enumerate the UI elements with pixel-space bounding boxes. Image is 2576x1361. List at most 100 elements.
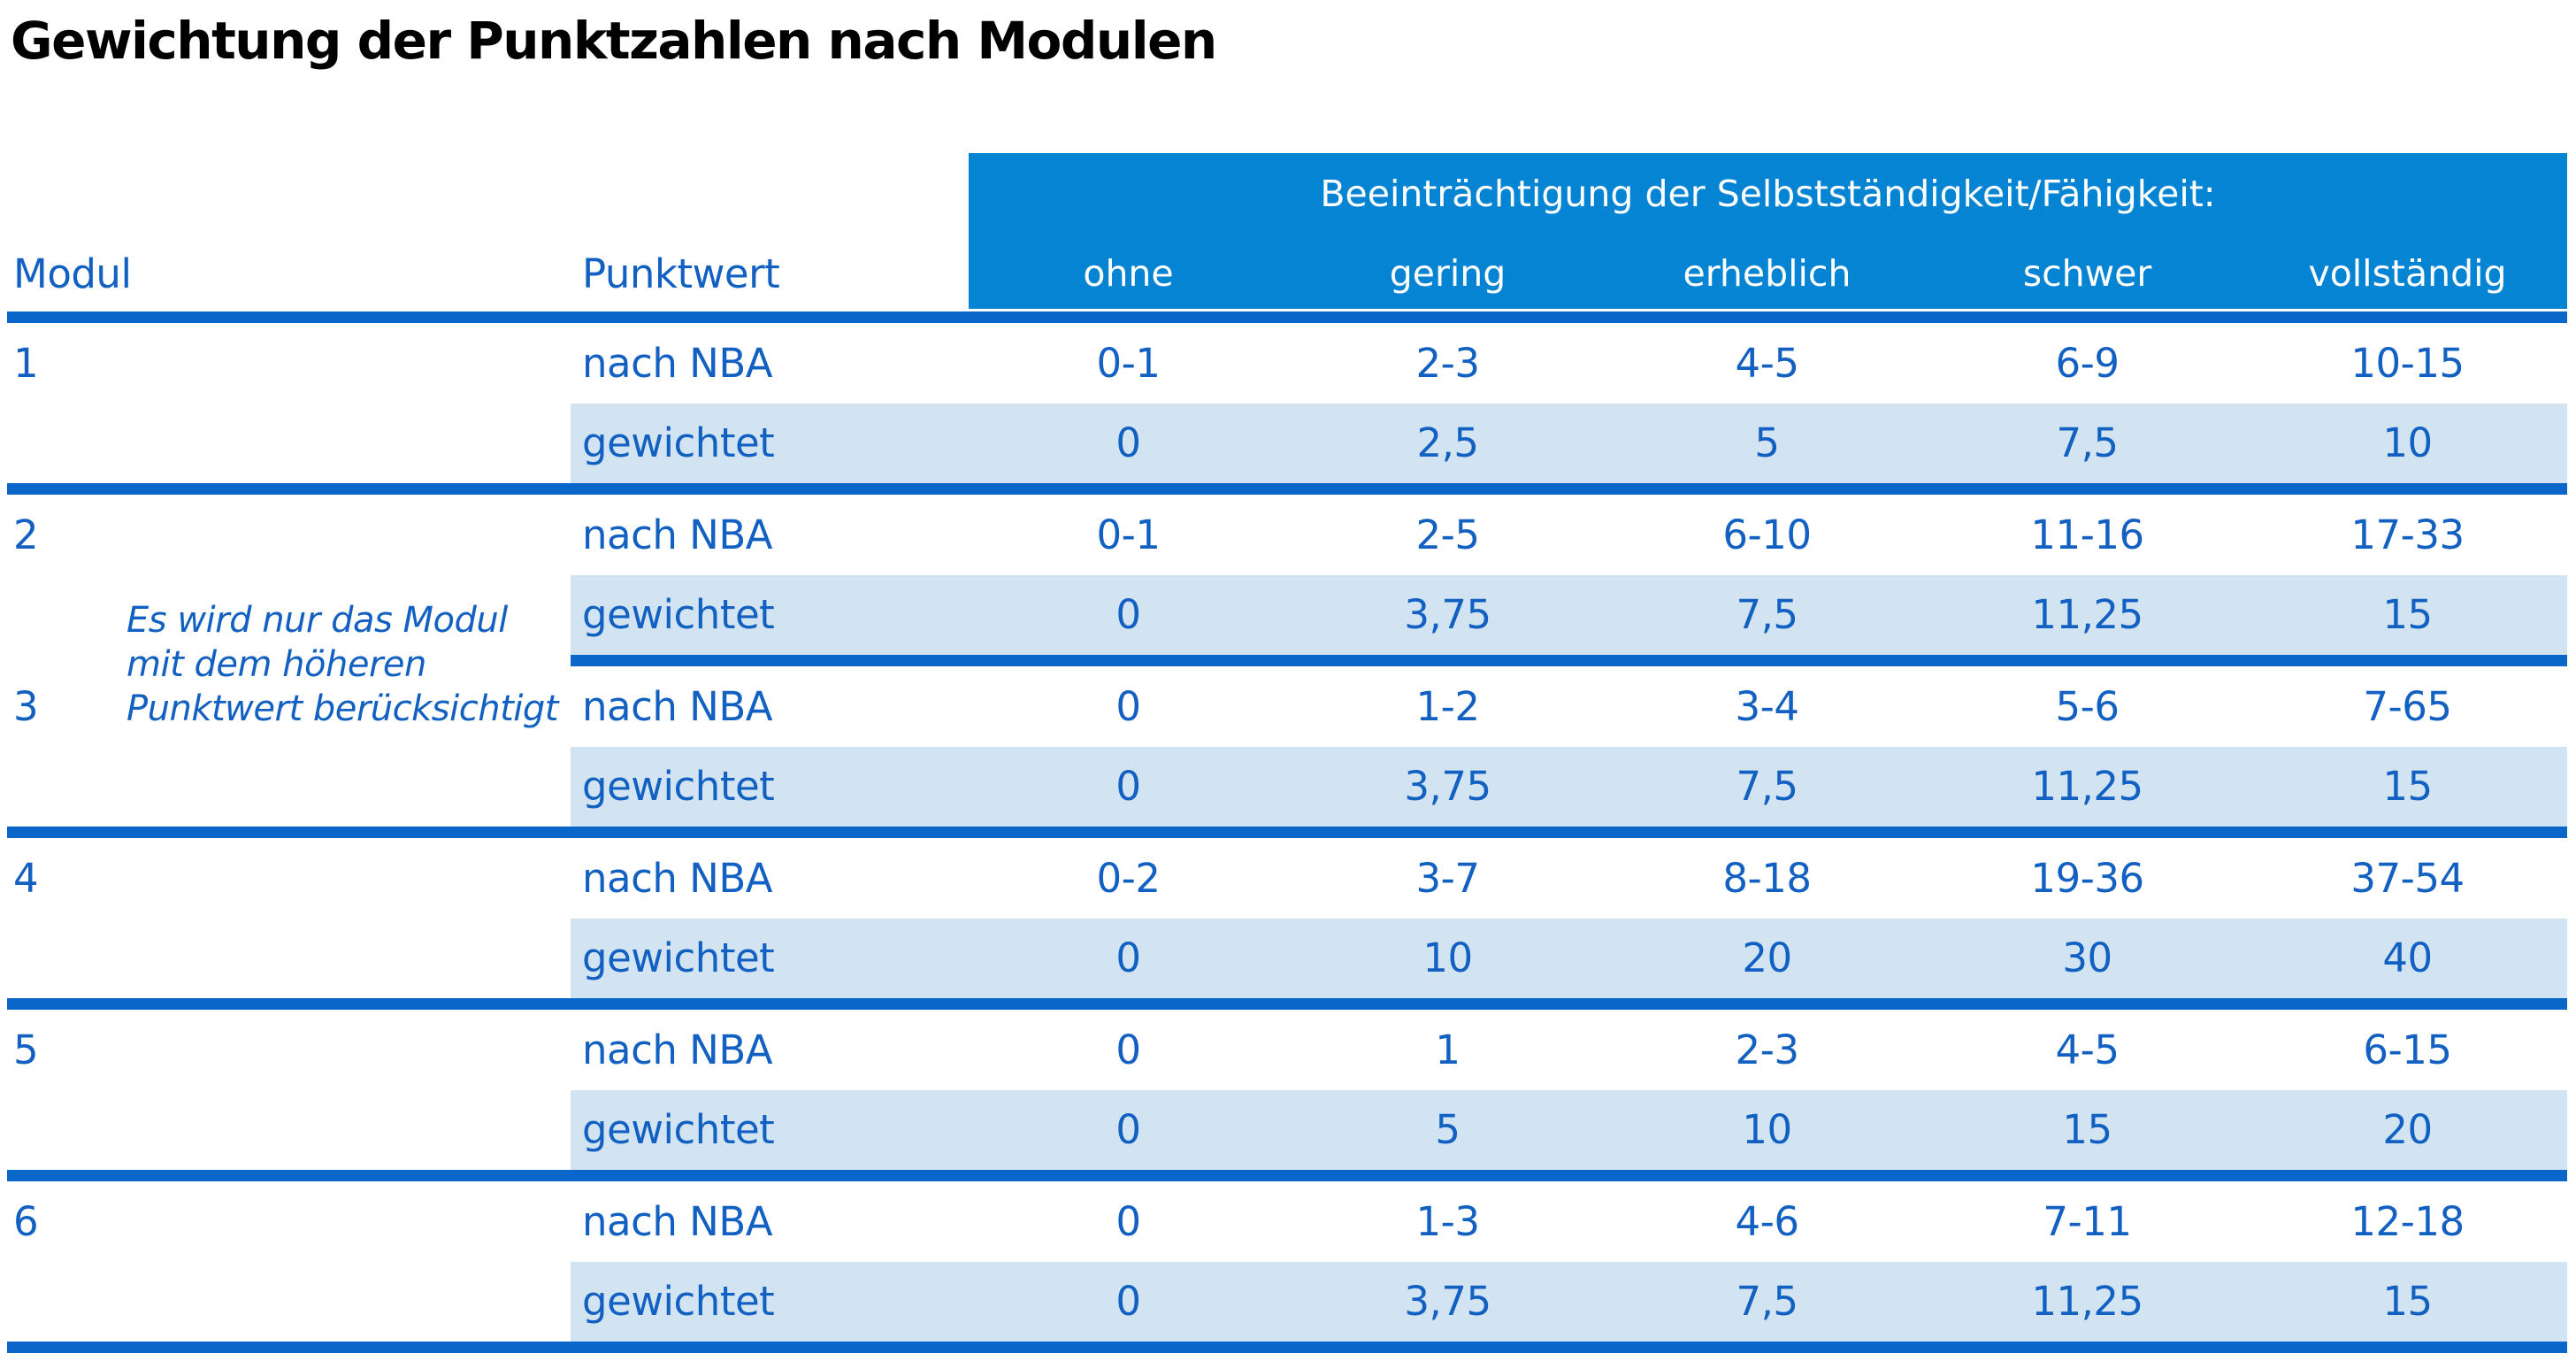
value-cell: 11,25 <box>2031 1278 2143 1325</box>
value-cell: 6-10 <box>1722 511 1812 558</box>
module-number: 3 <box>13 683 39 730</box>
col-header-vollstaendig: vollständig <box>2308 252 2507 295</box>
table-row-module4-weighted: gewichtet 0 10 20 30 40 <box>0 919 2576 998</box>
module-divider-line-partial <box>571 655 2567 666</box>
row-label: nach NBA <box>582 855 772 902</box>
value-cell: 2-3 <box>1735 1027 1800 1073</box>
value-cell: 1-2 <box>1415 683 1481 730</box>
value-cell: 30 <box>2062 934 2112 981</box>
row-label: nach NBA <box>582 340 772 387</box>
value-cell: 0-2 <box>1096 855 1162 902</box>
header-divider-line <box>7 311 2567 323</box>
value-cell: 5-6 <box>2055 683 2120 730</box>
value-cell: 2,5 <box>1416 419 1479 466</box>
table-row-module5-nba: 5 nach NBA 0 1 2-3 4-5 6-15 <box>0 1011 2576 1090</box>
table-row-module1-nba: 1 nach NBA 0-1 2-3 4-5 6-9 10-15 <box>0 324 2576 404</box>
module-number: 6 <box>13 1198 39 1245</box>
col-header-schwer: schwer <box>2022 252 2152 295</box>
value-cell: 10 <box>1422 934 1473 981</box>
row-label: nach NBA <box>582 1198 772 1245</box>
higher-module-note: Es wird nur das Modul mit dem höheren Pu… <box>126 598 622 731</box>
module-divider-line <box>7 483 2567 495</box>
col-header-erheblich: erheblich <box>1683 252 1852 295</box>
value-cell: 10 <box>1742 1106 1792 1153</box>
value-cell: 3,75 <box>1404 1278 1491 1325</box>
table-row-module3-weighted: gewichtet 0 3,75 7,5 11,25 15 <box>0 747 2576 827</box>
module-number: 5 <box>13 1027 39 1073</box>
value-cell: 7-11 <box>2043 1198 2132 1245</box>
module-number: 4 <box>13 855 39 902</box>
value-cell: 7-65 <box>2363 683 2452 730</box>
value-cell: 4-5 <box>2055 1027 2120 1073</box>
row-label: nach NBA <box>582 1027 772 1073</box>
value-cell: 19-36 <box>2030 855 2144 902</box>
note-line: Punktwert berücksichtigt <box>126 688 558 729</box>
note-line: Es wird nur das Modul <box>126 600 508 641</box>
module-divider-line <box>7 998 2567 1010</box>
col-header-gering: gering <box>1389 252 1506 295</box>
value-cell: 5 <box>1754 419 1780 466</box>
value-cell: 15 <box>2062 1106 2112 1153</box>
value-cell: 10 <box>2382 419 2433 466</box>
value-cell: 3-4 <box>1735 683 1800 730</box>
severity-header-block: Beeinträchtigung der Selbstständigkeit/F… <box>969 153 2567 309</box>
table-row-module2-nba: 2 nach NBA 0-1 2-5 6-10 11-16 17-33 <box>0 496 2576 575</box>
table-row-module1-weighted: gewichtet 0 2,5 5 7,5 10 <box>0 404 2576 483</box>
value-cell: 11,25 <box>2031 591 2143 638</box>
value-cell: 0 <box>1116 1278 1141 1325</box>
table-bottom-line <box>7 1342 2567 1353</box>
value-cell: 0 <box>1116 763 1141 810</box>
row-label: gewichtet <box>582 763 775 810</box>
value-cell: 2-3 <box>1415 340 1481 387</box>
value-cell: 0-1 <box>1096 511 1162 558</box>
value-cell: 15 <box>2382 591 2433 638</box>
value-cell: 4-5 <box>1735 340 1800 387</box>
value-cell: 20 <box>1742 934 1792 981</box>
value-cell: 3-7 <box>1415 855 1481 902</box>
value-cell: 0-1 <box>1096 340 1162 387</box>
module-number: 1 <box>13 340 39 387</box>
value-cell: 11,25 <box>2031 763 2143 810</box>
value-cell: 1-3 <box>1415 1198 1481 1245</box>
value-cell: 0 <box>1116 1027 1141 1073</box>
value-cell: 0 <box>1116 934 1141 981</box>
value-cell: 6-15 <box>2363 1027 2452 1073</box>
page-title: Gewichtung der Punktzahlen nach Modulen <box>11 11 1217 71</box>
row-label: gewichtet <box>582 591 775 638</box>
value-cell: 40 <box>2382 934 2433 981</box>
table-row-module5-weighted: gewichtet 0 5 10 15 20 <box>0 1090 2576 1170</box>
row-label: gewichtet <box>582 1278 775 1325</box>
table-row-module2-weighted: gewichtet 0 3,75 7,5 11,25 15 <box>0 575 2576 655</box>
row-label: nach NBA <box>582 683 772 730</box>
module-divider-line <box>7 1170 2567 1181</box>
row-label: gewichtet <box>582 934 775 981</box>
value-cell: 0 <box>1116 1198 1141 1245</box>
value-cell: 5 <box>1435 1106 1460 1153</box>
value-cell: 0 <box>1116 591 1141 638</box>
value-cell: 4-6 <box>1735 1198 1800 1245</box>
value-cell: 11-16 <box>2030 511 2144 558</box>
value-cell: 2-5 <box>1415 511 1481 558</box>
note-line: mit dem höheren <box>126 644 426 685</box>
value-cell: 0 <box>1116 683 1141 730</box>
value-cell: 8-18 <box>1722 855 1812 902</box>
col-header-punktwert: Punktwert <box>582 250 780 297</box>
value-cell: 12-18 <box>2350 1198 2465 1245</box>
value-cell: 1 <box>1435 1027 1460 1073</box>
value-cell: 20 <box>2382 1106 2433 1153</box>
table-row-module6-weighted: gewichtet 0 3,75 7,5 11,25 15 <box>0 1262 2576 1342</box>
value-cell: 15 <box>2382 1278 2433 1325</box>
value-cell: 3,75 <box>1404 763 1491 810</box>
value-cell: 6-9 <box>2055 340 2120 387</box>
value-cell: 7,5 <box>1736 591 1798 638</box>
value-cell: 15 <box>2382 763 2433 810</box>
col-header-ohne: ohne <box>1083 252 1174 295</box>
module-divider-line <box>7 827 2567 838</box>
value-cell: 0 <box>1116 1106 1141 1153</box>
table-row-module6-nba: 6 nach NBA 0 1-3 4-6 7-11 12-18 <box>0 1182 2576 1262</box>
table-row-module3-nba: 3 nach NBA 0 1-2 3-4 5-6 7-65 <box>0 667 2576 747</box>
value-cell: 17-33 <box>2350 511 2465 558</box>
table-row-module4-nba: 4 nach NBA 0-2 3-7 8-18 19-36 37-54 <box>0 839 2576 919</box>
value-cell: 7,5 <box>2056 419 2119 466</box>
